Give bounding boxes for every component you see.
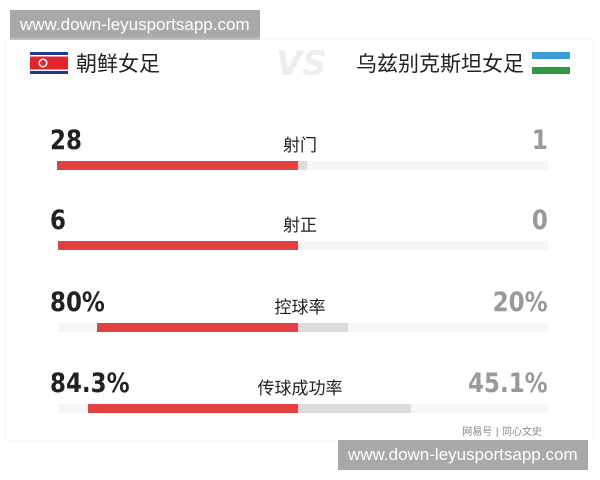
stat-label: 传球成功率: [257, 379, 343, 399]
away-value: 0: [532, 205, 548, 236]
home-bar: [88, 404, 298, 413]
away-bar: [298, 161, 307, 170]
away-team-name: 乌兹别克斯坦女足: [356, 52, 524, 76]
home-bar: [56, 161, 298, 170]
home-value: 28: [50, 125, 82, 156]
home-team: 朝鲜女足: [30, 48, 160, 78]
away-value: 1: [532, 125, 548, 156]
uzbekistan-flag-icon: [532, 52, 570, 74]
vs-logo: VS: [276, 44, 327, 84]
stat-row: 84.3% 传球成功率 45.1%: [0, 368, 600, 428]
home-value: 80%: [50, 287, 105, 318]
stat-label: 射门: [283, 136, 317, 156]
north-korea-flag-icon: [30, 52, 68, 74]
home-team-name: 朝鲜女足: [76, 52, 160, 76]
stat-row: 28 射门 1: [0, 125, 600, 185]
source-credit: 网易号 | 同心文史: [462, 427, 542, 438]
away-bar: [298, 323, 349, 332]
stat-row: 80% 控球率 20%: [0, 287, 600, 347]
stat-label: 射正: [283, 216, 317, 236]
away-value: 45.1%: [468, 368, 548, 399]
bar-track: [58, 241, 548, 250]
away-team: 乌兹别克斯坦女足: [356, 48, 570, 78]
home-bar: [58, 241, 298, 250]
stats-card: [6, 40, 592, 440]
home-value: 6: [50, 205, 66, 236]
home-bar: [97, 323, 298, 332]
watermark-top: www.down-leyusportsapp.com: [10, 10, 260, 40]
watermark-bottom: www.down-leyusportsapp.com: [338, 440, 588, 470]
away-bar: [298, 404, 412, 413]
stat-row: 6 射正 0: [0, 205, 600, 265]
away-value: 20%: [493, 287, 548, 318]
home-value: 84.3%: [50, 368, 130, 399]
stat-label: 控球率: [274, 298, 326, 318]
